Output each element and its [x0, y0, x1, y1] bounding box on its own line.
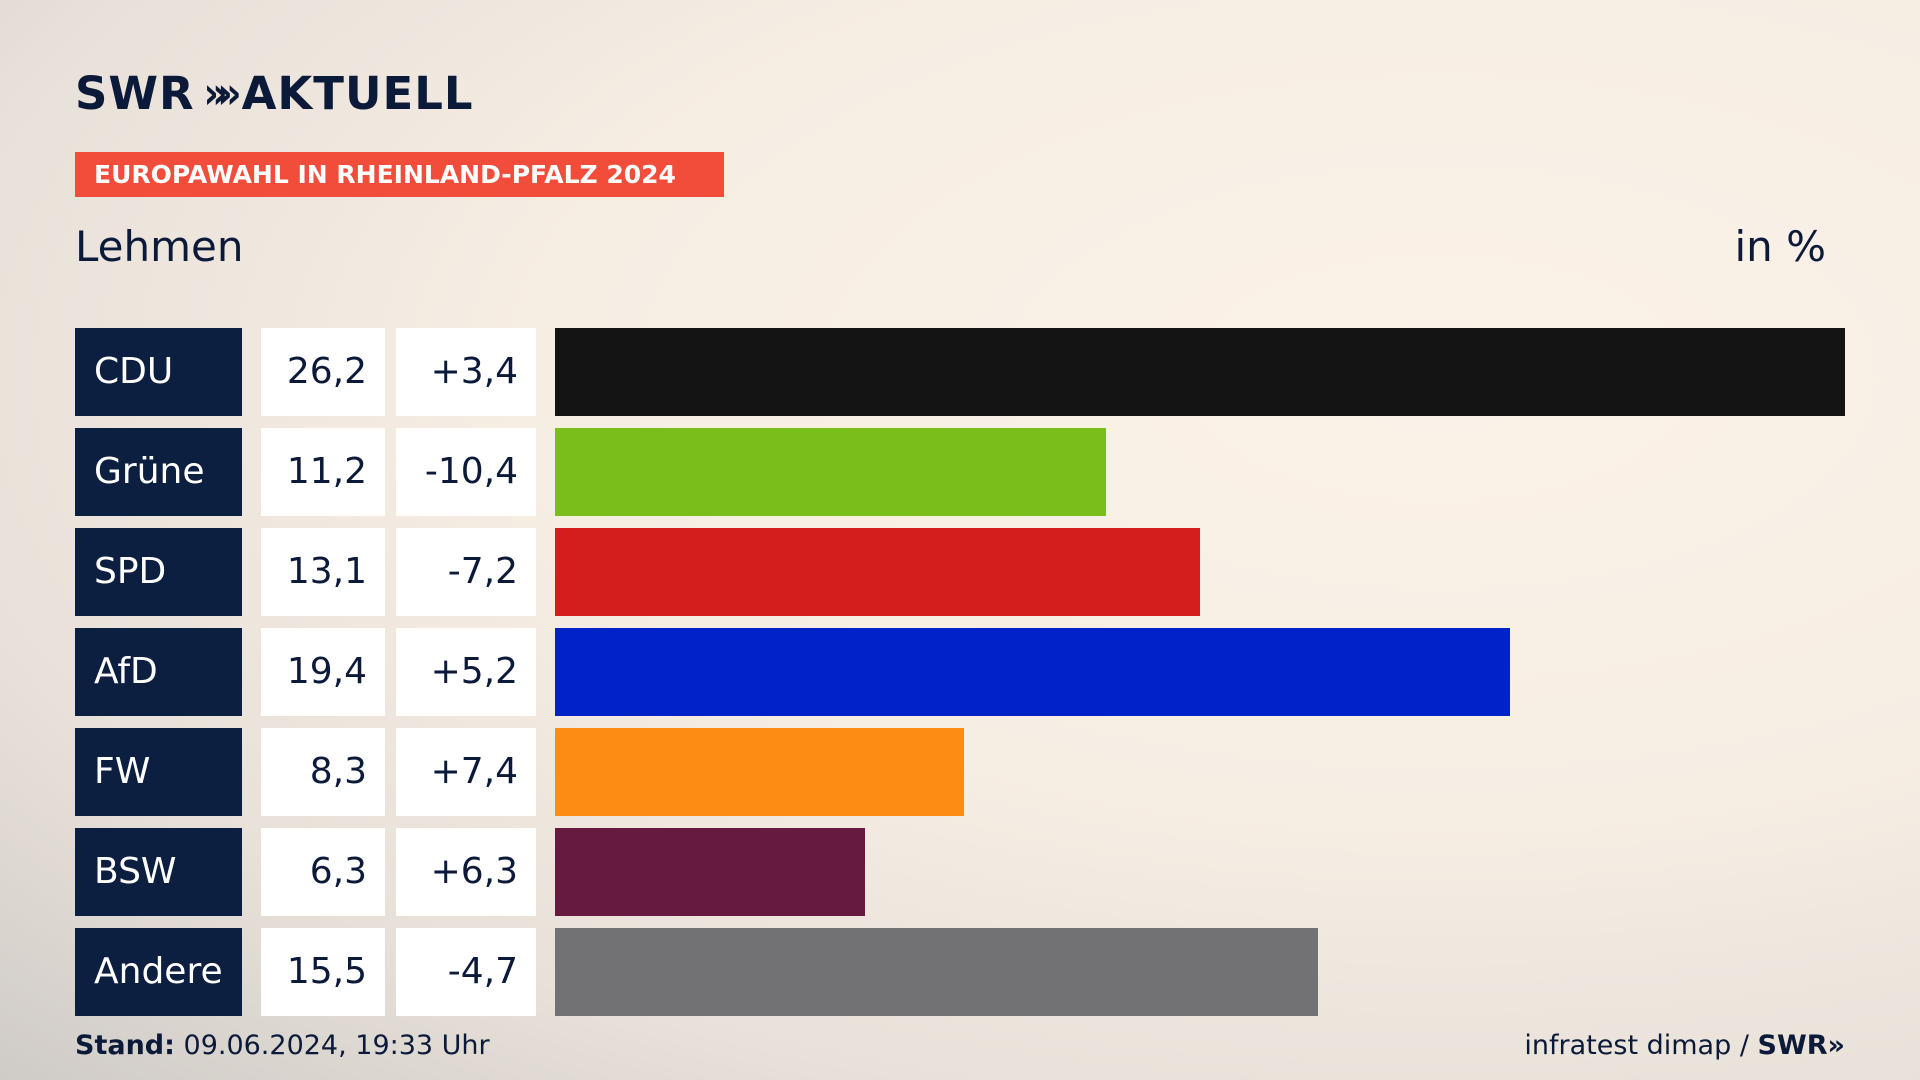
party-label: AfD — [75, 628, 242, 716]
diff-label: -4,7 — [396, 928, 536, 1016]
bar — [555, 728, 964, 816]
diff-label: +7,4 — [396, 728, 536, 816]
bar — [555, 928, 1318, 1016]
source-label: infratest dimap / — [1524, 1030, 1749, 1061]
bar — [555, 828, 865, 916]
party-label: CDU — [75, 328, 242, 416]
value-label: 11,2 — [261, 428, 385, 516]
party-label: Grüne — [75, 428, 242, 516]
party-label: BSW — [75, 828, 242, 916]
stand-value: 09.06.2024, 19:33 Uhr — [183, 1030, 490, 1061]
bar — [555, 328, 1845, 416]
place-title: Lehmen — [75, 222, 244, 271]
diff-label: +3,4 — [396, 328, 536, 416]
value-label: 13,1 — [261, 528, 385, 616]
unit-label: in % — [1734, 222, 1826, 271]
party-label: SPD — [75, 528, 242, 616]
election-tag: EUROPAWAHL IN RHEINLAND-PFALZ 2024 — [75, 152, 724, 197]
aktuell-logo-text: AKTUELL — [241, 66, 474, 120]
swr-aktuell-logo: SWR »» AKTUELL — [75, 66, 474, 120]
value-label: 26,2 — [261, 328, 385, 416]
party-label: Andere — [75, 928, 242, 1016]
bar — [555, 528, 1200, 616]
diff-label: +5,2 — [396, 628, 536, 716]
diff-label: -7,2 — [396, 528, 536, 616]
chevrons-icon: »» — [203, 67, 241, 119]
swr-small-logo: SWR» — [1757, 1030, 1845, 1061]
bar — [555, 628, 1510, 716]
value-label: 8,3 — [261, 728, 385, 816]
value-label: 15,5 — [261, 928, 385, 1016]
source-info: infratest dimap / SWR» — [1524, 1030, 1845, 1061]
value-label: 19,4 — [261, 628, 385, 716]
value-label: 6,3 — [261, 828, 385, 916]
bar — [555, 428, 1106, 516]
swr-logo-text: SWR — [75, 66, 195, 120]
diff-label: +6,3 — [396, 828, 536, 916]
diff-label: -10,4 — [396, 428, 536, 516]
stand-info: Stand: 09.06.2024, 19:33 Uhr — [75, 1030, 490, 1061]
stand-label: Stand: — [75, 1030, 175, 1061]
party-label: FW — [75, 728, 242, 816]
